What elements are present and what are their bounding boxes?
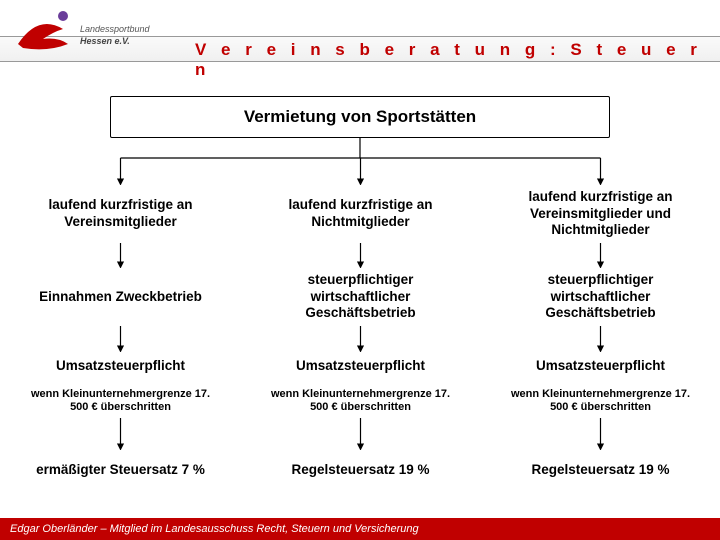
row1-col2: laufend kurzfristige an Vereinsmitgliede… bbox=[498, 185, 703, 243]
page-title: V e r e i n s b e r a t u n g : S t e u … bbox=[195, 40, 720, 80]
row1-col0: laufend kurzfristige an Vereinsmitgliede… bbox=[18, 185, 223, 243]
diagram: Vermietung von Sportstätten laufend kurz… bbox=[0, 80, 720, 518]
row2-col2: steuerpflichtiger wirtschaftlicher Gesch… bbox=[498, 268, 703, 326]
row4-col1: Regelsteuersatz 19 % bbox=[258, 450, 463, 490]
logo-icon: Landessportbund Hessen e.V. bbox=[8, 4, 153, 66]
footer-text: Edgar Oberländer – Mitglied im Landesaus… bbox=[10, 523, 419, 535]
row3top-col1: Umsatzsteuerpflicht bbox=[258, 352, 463, 380]
row3bot-col0: wenn Kleinunternehmergrenze 17. 500 € üb… bbox=[18, 384, 223, 418]
main-title: Vermietung von Sportstätten bbox=[244, 107, 476, 127]
row3top-col2: Umsatzsteuerpflicht bbox=[498, 352, 703, 380]
svg-text:Hessen e.V.: Hessen e.V. bbox=[80, 36, 130, 46]
row1-col1: laufend kurzfristige an Nichtmitglieder bbox=[258, 185, 463, 243]
row3bot-col1: wenn Kleinunternehmergrenze 17. 500 € üb… bbox=[258, 384, 463, 418]
row4-col2: Regelsteuersatz 19 % bbox=[498, 450, 703, 490]
row2-col0: Einnahmen Zweckbetrieb bbox=[18, 268, 223, 326]
header: Landessportbund Hessen e.V. V e r e i n … bbox=[0, 0, 720, 72]
svg-text:Landessportbund: Landessportbund bbox=[80, 24, 151, 34]
row4-col0: ermäßigter Steuersatz 7 % bbox=[18, 450, 223, 490]
row3bot-col2: wenn Kleinunternehmergrenze 17. 500 € üb… bbox=[498, 384, 703, 418]
row3top-col0: Umsatzsteuerpflicht bbox=[18, 352, 223, 380]
row2-col1: steuerpflichtiger wirtschaftlicher Gesch… bbox=[258, 268, 463, 326]
footer-bar: Edgar Oberländer – Mitglied im Landesaus… bbox=[0, 518, 720, 540]
main-title-box: Vermietung von Sportstätten bbox=[110, 96, 610, 138]
